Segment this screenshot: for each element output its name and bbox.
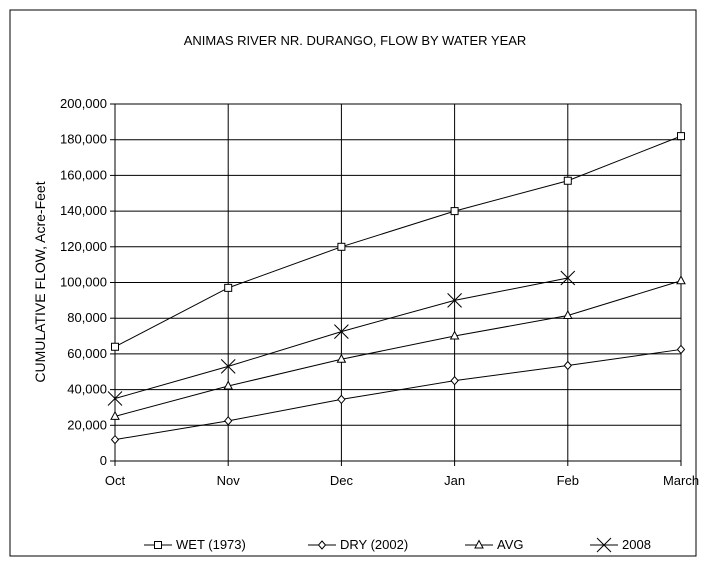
series-line — [114, 280, 682, 417]
data-point — [110, 434, 120, 445]
x-tick-label: Feb — [557, 473, 579, 488]
y-tick-label: 200,000 — [60, 96, 107, 111]
legend-item: AVG — [465, 537, 524, 552]
legend-label: AVG — [497, 537, 524, 552]
data-point — [337, 394, 346, 405]
y-tick-label: 40,000 — [67, 382, 107, 397]
data-point — [223, 380, 234, 390]
legend: WET (1973) DRY (2002) AVG 2008 — [144, 537, 651, 553]
data-point — [337, 242, 346, 251]
data-point — [450, 207, 459, 216]
data-point — [676, 344, 686, 355]
legend-marker — [474, 539, 484, 549]
data-point — [562, 309, 573, 320]
legend-label: DRY (2002) — [340, 537, 408, 552]
data-point — [107, 391, 123, 406]
y-tick-label: 0 — [100, 453, 107, 468]
series — [107, 132, 686, 445]
data-point — [449, 330, 460, 340]
legend-item: WET (1973) — [144, 537, 246, 552]
marker-stroke — [107, 391, 123, 406]
x-tick-label: Nov — [217, 473, 241, 488]
chart-title: ANIMAS RIVER NR. DURANGO, FLOW BY WATER … — [184, 33, 527, 48]
data-point — [111, 342, 119, 351]
y-tick-label: 100,000 — [60, 275, 107, 290]
data-point — [563, 360, 572, 371]
data-point — [450, 375, 459, 386]
x-tick-label: Dec — [330, 473, 354, 488]
marker-stroke — [560, 270, 576, 286]
legend-marker — [154, 541, 162, 549]
marker-stroke — [220, 359, 236, 374]
series-line — [114, 135, 682, 348]
y-tick-label: 20,000 — [67, 417, 107, 432]
series-dry-2002 — [110, 344, 686, 445]
data-point — [677, 132, 685, 141]
legend-item: 2008 — [590, 537, 651, 553]
legend-item: DRY (2002) — [308, 537, 408, 552]
y-tick-label: 60,000 — [67, 346, 107, 361]
marker-stroke — [334, 324, 349, 339]
data-point — [676, 275, 686, 285]
legend-label: WET (1973) — [176, 537, 246, 552]
x-tick-label: March — [663, 473, 699, 488]
tick-labels: 0 20,000 40,000 60,000 80,000 100,000 120,000 1… — [60, 96, 699, 488]
grid — [115, 103, 681, 461]
data-point — [447, 292, 462, 308]
y-tick-label: 80,000 — [67, 310, 107, 325]
data-point — [336, 353, 347, 363]
marker-stroke — [447, 292, 462, 308]
y-tick-label: 180,000 — [60, 132, 107, 147]
legend-marker — [596, 537, 612, 553]
y-axis-title: CUMULATIVE FLOW, Acre-Feet — [32, 181, 48, 382]
legend-label: 2008 — [622, 537, 651, 552]
marker-stroke — [596, 537, 612, 553]
series-avg — [110, 275, 686, 420]
data-point — [224, 416, 233, 426]
data-point — [224, 283, 233, 292]
data-point — [563, 176, 572, 185]
y-tick-label: 160,000 — [60, 167, 107, 182]
series-wet-1973 — [111, 132, 685, 351]
series-line — [114, 348, 682, 441]
x-tick-label: Jan — [444, 473, 465, 488]
data-point — [220, 359, 236, 374]
x-tick-label: Oct — [105, 473, 126, 488]
y-tick-label: 140,000 — [60, 203, 107, 218]
series-2008 — [107, 270, 576, 406]
data-point — [110, 410, 120, 420]
data-point — [334, 324, 349, 339]
data-point — [560, 270, 576, 286]
legend-marker — [317, 540, 327, 550]
y-tick-label: 120,000 — [60, 239, 107, 254]
